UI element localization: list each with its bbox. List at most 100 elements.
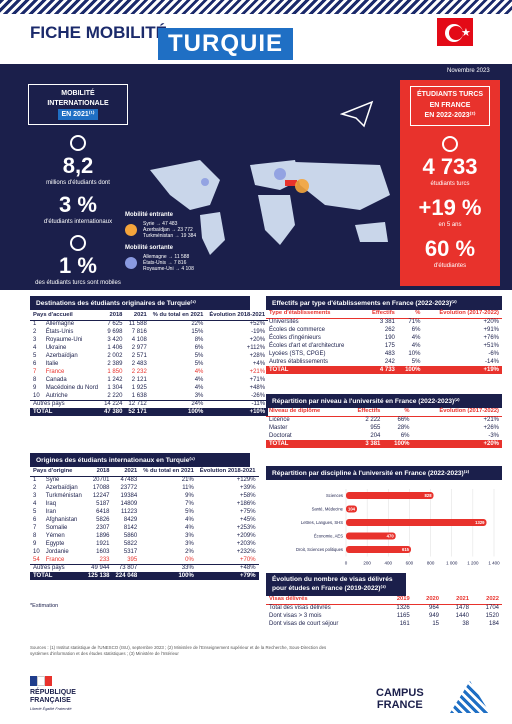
stat-number: 1 % [59,253,97,279]
world-map [150,160,390,255]
table-cell: Autres établissements [269,359,329,365]
table-cell: 224 048 [112,572,141,580]
table-cell: 4% [194,369,204,375]
table-cell: +112% [246,345,266,351]
bar-value-label: 1329 [475,520,485,525]
table-cell: 4 [33,501,37,507]
table-cell: +39% [240,485,256,491]
table-cell: +51% [483,343,499,349]
table-cell: Allemagne [45,321,75,328]
table-cell: 2 [33,485,37,491]
table-cell: Canada [45,377,67,383]
bar [346,519,487,526]
orig-title: Origines des étudiants internationaux en… [30,453,250,467]
table-cell: 161 [399,621,410,627]
table-cell: 949 [429,613,440,619]
table-cell: 0% [185,556,194,563]
table-cell: 8429 [123,517,138,523]
table-cell: 4% [411,335,421,341]
table-cell: 175 [384,343,395,349]
table-cell: 2 389 [107,361,123,367]
col-header: 2021 [112,468,141,477]
table-cell: 100% [140,572,197,580]
mobility-box: MOBILITÉ INTERNATIONALE EN 2021⁽¹⁾ [28,84,128,126]
table-row: Licence 2 222 66% +21% [266,416,502,424]
republique-francaise-logo: RÉPUBLIQUE FRANÇAISE Liberté Égalité Fra… [30,676,76,711]
table-row: 5 Iran 6418 11223 5% +75% [30,508,259,516]
table-cell: 23772 [120,485,138,491]
table-cell: 7 [33,369,37,375]
table-cell: 1 638 [131,392,147,399]
table-cell: -11% [206,399,269,408]
turkish-students-france: ÉTUDIANTS TURCS EN FRANCE EN 2022-2023⁽²… [400,80,500,286]
col-header: Effectifs [363,310,398,319]
table-row: 9 Egypte 1921 5822 3% +203% [30,540,259,548]
bar [346,505,357,513]
table-cell: France [45,369,65,375]
table-cell: 8% [194,337,204,343]
bar [346,532,396,540]
x-tick-label: 800 [427,561,435,566]
table-row: Écoles d'ingénieurs 190 4% +76% [266,334,502,342]
table-cell: 8 [33,533,37,539]
france-box: ÉTUDIANTS TURCS EN FRANCE EN 2022-2023⁽²… [410,86,490,126]
table-cell: 242 [384,359,395,365]
table-cell: 5317 [123,549,138,555]
table-cell: 1 242 [107,377,123,383]
establishments-table: Type d'établissements Effectifs% Évolution… [266,310,502,374]
students-icon [70,135,86,152]
table-cell: 11% [182,485,194,491]
table-cell: 3 [33,337,37,343]
table-cell: 6418 [96,509,110,515]
table-cell: 11 588 [128,321,147,328]
table-cell: Total des visas délivrés [269,605,331,612]
table-cell: 5% [411,359,421,365]
table-cell: TOTAL [266,440,345,448]
paper-plane-icon [340,100,374,128]
x-tick-label: 1 400 [488,561,500,566]
table-cell: +186% [236,501,256,507]
category-label: Droit, Sciences politiques [296,547,343,552]
table-cell: 262 [384,327,395,333]
mobility-legend: Mobilité entrante Syrie → 47 483 Azerbaïd… [125,212,197,272]
table-row: 8 Canada 1 242 2 121 4% +71% [30,376,268,384]
table-row: 10 Autriche 2 220 1 638 3% -26% [30,392,268,400]
table-cell: 7 625 [107,321,123,328]
table-cell: 49 944 [84,563,113,572]
total-row: TOTAL 3 381 100% +20% [266,440,502,448]
table-cell: -19% [251,329,266,335]
table-cell: Autriche [45,392,68,399]
graduation-icon [442,135,458,152]
table-cell: Dont visas de court séjour [269,621,339,627]
table-cell: 4% [194,385,204,391]
table-cell: 11223 [120,509,138,515]
table-cell: 1165 [396,613,410,619]
table-cell: 2 121 [131,377,147,383]
table-cell: 20701 [92,477,110,484]
table-cell: France [45,556,65,563]
table-cell: +253% [236,525,256,531]
table-cell: 3% [194,392,204,399]
table-cell: Licence [269,417,290,424]
origins-table: Pays d'origine 2018 2021% du total en 2021… [30,468,259,580]
table-cell: 15% [191,329,204,335]
mobility-overview: MOBILITÉ INTERNATIONALE EN 2021⁽¹⁾ 8,2 m… [28,84,128,286]
table-cell: 5 [33,353,37,359]
globe-icon [70,235,86,252]
table-cell: +58% [240,493,256,499]
table-cell: Iran [45,509,57,515]
table-cell: +20% [249,337,266,343]
table-row: 54 France 233 395 0% +70% [30,556,259,564]
category-label: Économie, AES [314,534,343,539]
table-cell: 38 [462,621,469,627]
table-row: 1 Allemagne 7 625 11 588 22% +52% [30,320,268,328]
table-cell: 14809 [120,501,138,507]
table-row: Écoles de commerce 262 6% +91% [266,326,502,334]
col-header: 2022 [472,596,502,605]
table-cell: 12 712 [125,399,150,408]
turkey-flag-icon: ★ [435,16,475,48]
col-header: Type d'établissements [266,310,364,319]
table-cell: Azerbaïdjan [45,353,78,359]
table-cell: 5% [185,509,194,515]
stat-number: 3 % [59,192,97,218]
